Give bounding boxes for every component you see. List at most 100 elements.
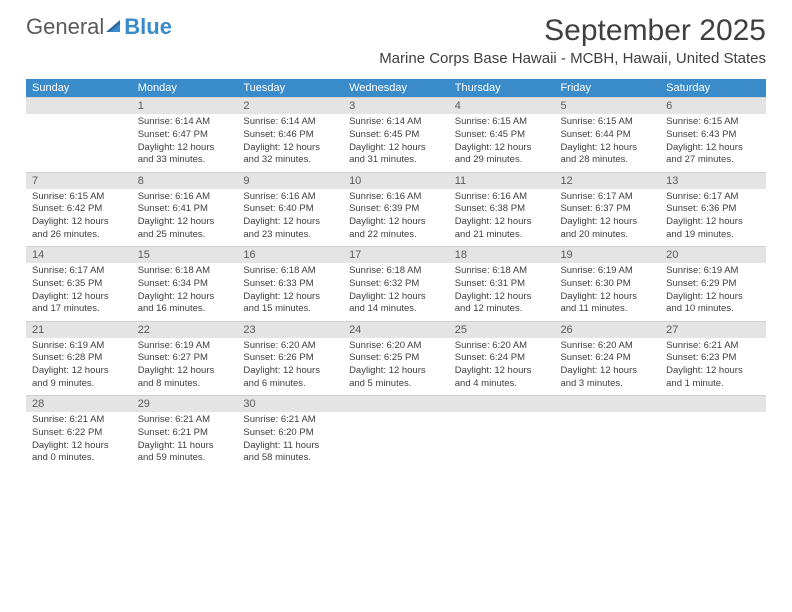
daylight-line: Daylight: 12 hours and 4 minutes. xyxy=(455,365,549,391)
daynum-cell: 18 xyxy=(449,247,555,264)
data-cell: Sunrise: 6:21 AMSunset: 6:21 PMDaylight:… xyxy=(132,412,238,470)
daynum-cell: 15 xyxy=(132,247,238,264)
sunset-line: Sunset: 6:39 PM xyxy=(349,203,443,216)
daynum-cell: 13 xyxy=(660,172,766,189)
daylight-line: Daylight: 12 hours and 11 minutes. xyxy=(560,291,654,317)
sunrise-line: Sunrise: 6:17 AM xyxy=(560,191,654,204)
daynum-cell xyxy=(660,396,766,413)
sunrise-line: Sunrise: 6:19 AM xyxy=(560,265,654,278)
daylight-line: Daylight: 12 hours and 16 minutes. xyxy=(138,291,232,317)
data-row: Sunrise: 6:17 AMSunset: 6:35 PMDaylight:… xyxy=(26,263,766,321)
sunrise-line: Sunrise: 6:18 AM xyxy=(138,265,232,278)
sunset-line: Sunset: 6:23 PM xyxy=(666,352,760,365)
sunrise-line: Sunrise: 6:18 AM xyxy=(243,265,337,278)
daynum-cell: 1 xyxy=(132,98,238,115)
data-cell: Sunrise: 6:18 AMSunset: 6:31 PMDaylight:… xyxy=(449,263,555,321)
sunset-line: Sunset: 6:42 PM xyxy=(32,203,126,216)
sunrise-line: Sunrise: 6:20 AM xyxy=(243,340,337,353)
daynum-cell: 8 xyxy=(132,172,238,189)
daynum-cell: 11 xyxy=(449,172,555,189)
daynum-cell: 21 xyxy=(26,321,132,338)
sunset-line: Sunset: 6:46 PM xyxy=(243,129,337,142)
sunset-line: Sunset: 6:27 PM xyxy=(138,352,232,365)
daylight-line: Daylight: 12 hours and 12 minutes. xyxy=(455,291,549,317)
sunrise-line: Sunrise: 6:15 AM xyxy=(560,116,654,129)
sunrise-line: Sunrise: 6:17 AM xyxy=(32,265,126,278)
sunset-line: Sunset: 6:26 PM xyxy=(243,352,337,365)
sunrise-line: Sunrise: 6:21 AM xyxy=(138,414,232,427)
data-cell: Sunrise: 6:19 AMSunset: 6:28 PMDaylight:… xyxy=(26,338,132,396)
daynum-cell: 5 xyxy=(554,98,660,115)
daynum-cell: 17 xyxy=(343,247,449,264)
daylight-line: Daylight: 11 hours and 59 minutes. xyxy=(138,440,232,466)
data-cell: Sunrise: 6:19 AMSunset: 6:29 PMDaylight:… xyxy=(660,263,766,321)
data-cell: Sunrise: 6:17 AMSunset: 6:35 PMDaylight:… xyxy=(26,263,132,321)
sunrise-line: Sunrise: 6:14 AM xyxy=(349,116,443,129)
daynum-cell: 26 xyxy=(554,321,660,338)
data-cell: Sunrise: 6:14 AMSunset: 6:45 PMDaylight:… xyxy=(343,114,449,172)
daynum-cell: 27 xyxy=(660,321,766,338)
sunset-line: Sunset: 6:30 PM xyxy=(560,278,654,291)
data-cell: Sunrise: 6:18 AMSunset: 6:33 PMDaylight:… xyxy=(237,263,343,321)
daynum-row: 14151617181920 xyxy=(26,247,766,264)
data-cell xyxy=(26,114,132,172)
sunset-line: Sunset: 6:29 PM xyxy=(666,278,760,291)
daylight-line: Daylight: 12 hours and 21 minutes. xyxy=(455,216,549,242)
daynum-cell: 24 xyxy=(343,321,449,338)
data-cell: Sunrise: 6:15 AMSunset: 6:45 PMDaylight:… xyxy=(449,114,555,172)
daynum-cell: 2 xyxy=(237,98,343,115)
data-cell: Sunrise: 6:16 AMSunset: 6:39 PMDaylight:… xyxy=(343,189,449,247)
data-cell: Sunrise: 6:20 AMSunset: 6:25 PMDaylight:… xyxy=(343,338,449,396)
daylight-line: Daylight: 12 hours and 33 minutes. xyxy=(138,142,232,168)
calendar-table: SundayMondayTuesdayWednesdayThursdayFrid… xyxy=(26,79,766,470)
sunrise-line: Sunrise: 6:21 AM xyxy=(666,340,760,353)
sunrise-line: Sunrise: 6:16 AM xyxy=(138,191,232,204)
sunset-line: Sunset: 6:45 PM xyxy=(349,129,443,142)
logo-text-2: Blue xyxy=(124,14,172,40)
data-cell xyxy=(660,412,766,470)
daynum-row: 21222324252627 xyxy=(26,321,766,338)
data-cell: Sunrise: 6:20 AMSunset: 6:24 PMDaylight:… xyxy=(554,338,660,396)
logo-text-1: General xyxy=(26,14,104,40)
sunset-line: Sunset: 6:25 PM xyxy=(349,352,443,365)
daylight-line: Daylight: 12 hours and 17 minutes. xyxy=(32,291,126,317)
sunrise-line: Sunrise: 6:16 AM xyxy=(243,191,337,204)
daynum-cell: 30 xyxy=(237,396,343,413)
dow-cell: Thursday xyxy=(449,79,555,98)
sunrise-line: Sunrise: 6:20 AM xyxy=(349,340,443,353)
daynum-cell xyxy=(449,396,555,413)
daylight-line: Daylight: 12 hours and 27 minutes. xyxy=(666,142,760,168)
sunset-line: Sunset: 6:22 PM xyxy=(32,427,126,440)
sunset-line: Sunset: 6:37 PM xyxy=(560,203,654,216)
dow-cell: Tuesday xyxy=(237,79,343,98)
daynum-cell: 16 xyxy=(237,247,343,264)
data-cell xyxy=(343,412,449,470)
daynum-cell: 29 xyxy=(132,396,238,413)
sunset-line: Sunset: 6:41 PM xyxy=(138,203,232,216)
sunrise-line: Sunrise: 6:20 AM xyxy=(560,340,654,353)
sunset-line: Sunset: 6:35 PM xyxy=(32,278,126,291)
sunset-line: Sunset: 6:38 PM xyxy=(455,203,549,216)
daylight-line: Daylight: 12 hours and 6 minutes. xyxy=(243,365,337,391)
data-cell: Sunrise: 6:14 AMSunset: 6:47 PMDaylight:… xyxy=(132,114,238,172)
daynum-cell: 14 xyxy=(26,247,132,264)
daynum-cell xyxy=(343,396,449,413)
data-cell: Sunrise: 6:18 AMSunset: 6:34 PMDaylight:… xyxy=(132,263,238,321)
daynum-cell: 20 xyxy=(660,247,766,264)
daylight-line: Daylight: 12 hours and 31 minutes. xyxy=(349,142,443,168)
sunset-line: Sunset: 6:45 PM xyxy=(455,129,549,142)
data-cell: Sunrise: 6:17 AMSunset: 6:36 PMDaylight:… xyxy=(660,189,766,247)
daynum-cell: 25 xyxy=(449,321,555,338)
daylight-line: Daylight: 11 hours and 58 minutes. xyxy=(243,440,337,466)
sunset-line: Sunset: 6:44 PM xyxy=(560,129,654,142)
sunrise-line: Sunrise: 6:14 AM xyxy=(138,116,232,129)
daynum-cell xyxy=(554,396,660,413)
sunset-line: Sunset: 6:24 PM xyxy=(560,352,654,365)
sunrise-line: Sunrise: 6:15 AM xyxy=(455,116,549,129)
daylight-line: Daylight: 12 hours and 29 minutes. xyxy=(455,142,549,168)
daylight-line: Daylight: 12 hours and 1 minute. xyxy=(666,365,760,391)
daylight-line: Daylight: 12 hours and 5 minutes. xyxy=(349,365,443,391)
daynum-row: 78910111213 xyxy=(26,172,766,189)
daylight-line: Daylight: 12 hours and 26 minutes. xyxy=(32,216,126,242)
sunrise-line: Sunrise: 6:18 AM xyxy=(455,265,549,278)
